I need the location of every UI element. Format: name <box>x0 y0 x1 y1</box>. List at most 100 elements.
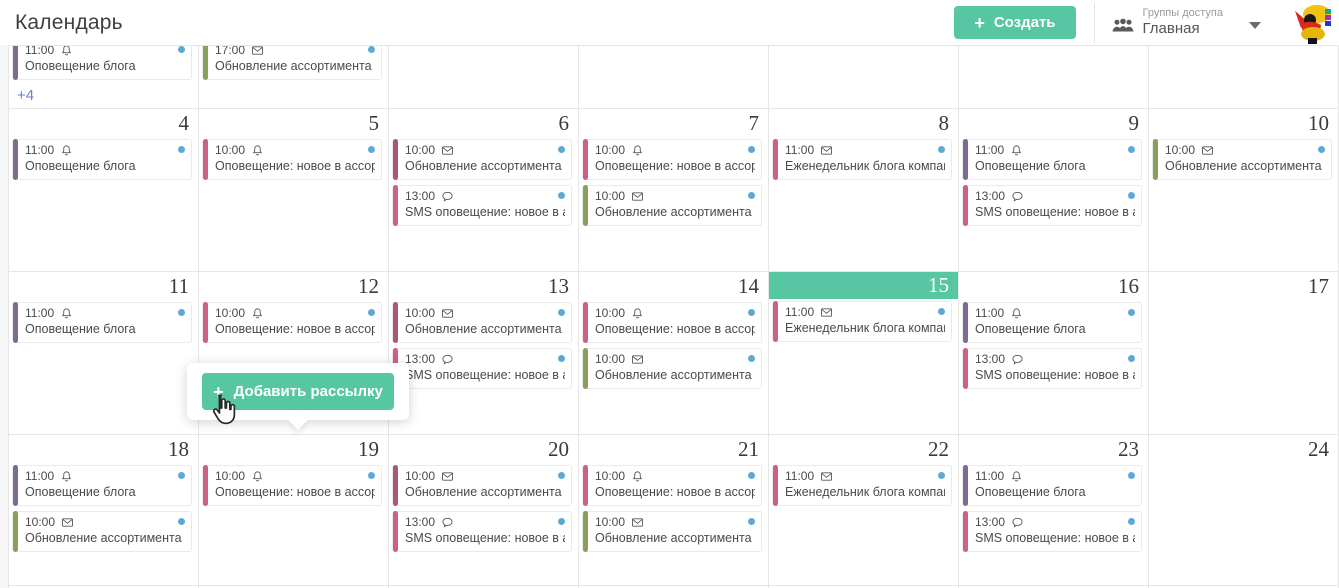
event-card[interactable]: 13:00 SMS оповещение: новое в ассор <box>392 185 572 226</box>
avatar[interactable] <box>1289 1 1333 45</box>
day-cell[interactable] <box>579 46 769 109</box>
event-card[interactable]: 10:00 Оповещение: новое в ассортим <box>202 139 382 180</box>
event-color-bar <box>13 465 18 506</box>
event-card[interactable]: 10:00 Оповещение: новое в ассортим <box>582 139 762 180</box>
events-list: 10:00 Обновление ассортимента 13:00 SMS опо… <box>389 300 578 389</box>
day-number: 9 <box>1128 111 1140 135</box>
day-cell[interactable]: 19 10:00 Оповещение: новое в ассортим <box>199 435 389 586</box>
page-title: Календарь <box>15 10 123 34</box>
event-color-bar <box>963 185 968 226</box>
day-cell[interactable]: 4 11:00 Оповещение блога <box>9 109 199 272</box>
event-card[interactable]: 10:00 Обновление ассортимента <box>392 302 572 343</box>
event-card[interactable]: 10:00 Обновление ассортимента SQL <box>1152 139 1332 180</box>
day-cell-clipped[interactable] <box>389 586 579 588</box>
event-time-row: 13:00 <box>975 515 1135 530</box>
day-cell[interactable]: 15 11:00 Еженедельник блога компании <box>769 272 959 435</box>
day-cell[interactable]: 5 10:00 Оповещение: новое в ассортим <box>199 109 389 272</box>
day-cell-clipped[interactable] <box>769 586 959 588</box>
day-cell[interactable]: 16 11:00 Оповещение блога 13:00 SMS оповещен… <box>959 272 1149 435</box>
event-card[interactable]: 11:00 Оповещение блога <box>12 465 192 506</box>
event-color-bar <box>203 46 208 80</box>
event-title: Обновление ассортимента SQL <box>215 59 375 73</box>
event-card[interactable]: 10:00 Обновление ассортимента SQL <box>582 348 762 389</box>
day-cell[interactable]: 23 11:00 Оповещение блога 13:00 SMS оповещен… <box>959 435 1149 586</box>
event-card[interactable]: 11:00 Оповещение блога <box>962 302 1142 343</box>
chat-icon <box>441 353 454 366</box>
event-time: 10:00 <box>595 306 626 320</box>
top-bar-right: + Создать Группы доступа Главная <box>954 0 1339 45</box>
event-card[interactable]: 13:00 SMS оповещение: новое в ассор <box>392 511 572 552</box>
event-card[interactable]: 10:00 Обновление ассортимента SQL <box>12 511 192 552</box>
event-color-bar <box>13 511 18 552</box>
day-cell[interactable]: 20 10:00 Обновление ассортимента 13:00 SMS о… <box>389 435 579 586</box>
event-time-row: 10:00 <box>215 469 375 484</box>
day-cell[interactable]: 22 11:00 Еженедельник блога компании <box>769 435 959 586</box>
event-card[interactable]: 11:00 Еженедельник блога компании <box>772 465 952 506</box>
event-card[interactable]: 11:00 Еженедельник блога компании <box>772 139 952 180</box>
event-card[interactable]: 17:00 Обновление ассортимента SQL <box>202 46 382 80</box>
event-card[interactable]: 10:00 Обновление ассортимента <box>392 465 572 506</box>
day-cell-clipped[interactable] <box>9 586 199 588</box>
event-color-bar <box>963 465 968 506</box>
event-time: 11:00 <box>25 306 55 320</box>
status-dot <box>748 518 755 525</box>
day-cell[interactable] <box>959 46 1149 109</box>
event-card[interactable]: 11:00 Оповещение блога <box>12 46 192 80</box>
day-cell[interactable]: 18 11:00 Оповещение блога 10:00 Обновление а… <box>9 435 199 586</box>
event-card[interactable]: 10:00 Оповещение: новое в ассортим <box>582 302 762 343</box>
event-card[interactable]: 11:00 Оповещение блога <box>962 465 1142 506</box>
event-card[interactable]: 13:00 SMS оповещение: новое в ассор <box>392 348 572 389</box>
day-cell[interactable]: 8 11:00 Еженедельник блога компании <box>769 109 959 272</box>
status-dot <box>938 308 945 315</box>
day-cell[interactable]: 11 11:00 Оповещение блога <box>9 272 199 435</box>
day-cell[interactable] <box>389 46 579 109</box>
event-color-bar <box>13 46 18 80</box>
event-title: Оповещение: новое в ассортим <box>595 322 755 336</box>
day-cell[interactable]: 13 10:00 Обновление ассортимента 13:00 SMS о… <box>389 272 579 435</box>
event-card[interactable]: 11:00 Еженедельник блога компании <box>772 301 952 342</box>
events-list: 11:00 Оповещение блога <box>9 46 198 80</box>
event-card[interactable]: 13:00 SMS оповещение: новое в ассор <box>962 185 1142 226</box>
event-card[interactable]: 10:00 Обновление ассортимента SQL <box>582 511 762 552</box>
day-cell[interactable]: 17 <box>1149 272 1339 435</box>
more-events-link[interactable]: +4 <box>17 87 35 104</box>
day-cell[interactable] <box>769 46 959 109</box>
event-card[interactable]: 10:00 Обновление ассортимента <box>392 139 572 180</box>
event-time: 10:00 <box>595 469 626 483</box>
event-card[interactable]: 10:00 Оповещение: новое в ассортим <box>582 465 762 506</box>
event-card[interactable]: 13:00 SMS оповещение: новое в ассор <box>962 511 1142 552</box>
event-title: Еженедельник блога компании <box>785 485 945 499</box>
status-dot <box>178 518 185 525</box>
event-card[interactable]: 10:00 Оповещение: новое в ассортим <box>202 465 382 506</box>
day-cell-clipped[interactable] <box>579 586 769 588</box>
day-number: 24 <box>1308 437 1329 461</box>
day-cell[interactable]: 17:00 Обновление ассортимента SQL <box>199 46 389 109</box>
chat-icon <box>1011 190 1024 203</box>
event-color-bar <box>583 348 588 389</box>
access-groups-selector[interactable]: Группы доступа Главная <box>1095 7 1283 38</box>
event-title: Еженедельник блога компании <box>785 159 945 173</box>
add-mailing-button[interactable]: + Добавить рассылку <box>202 373 394 410</box>
event-card[interactable]: 11:00 Оповещение блога <box>962 139 1142 180</box>
day-cell[interactable]: 7 10:00 Оповещение: новое в ассортим 10:00 О… <box>579 109 769 272</box>
event-card[interactable]: 10:00 Оповещение: новое в ассортим <box>202 302 382 343</box>
create-button[interactable]: + Создать <box>954 6 1076 39</box>
event-card[interactable]: 13:00 SMS оповещение: новое в ассор <box>962 348 1142 389</box>
event-color-bar <box>203 302 208 343</box>
day-cell-clipped[interactable] <box>959 586 1149 588</box>
event-card[interactable]: 11:00 Оповещение блога <box>12 139 192 180</box>
day-cell[interactable]: 6 10:00 Обновление ассортимента 13:00 SMS оп… <box>389 109 579 272</box>
day-cell[interactable] <box>1149 46 1339 109</box>
event-card[interactable]: 10:00 Обновление ассортимента SQL <box>582 185 762 226</box>
day-cell[interactable]: 11:00 Оповещение блога +4 <box>9 46 199 109</box>
event-color-bar <box>13 302 18 343</box>
day-cell[interactable]: 24 <box>1149 435 1339 586</box>
event-color-bar <box>963 302 968 343</box>
event-card[interactable]: 11:00 Оповещение блога <box>12 302 192 343</box>
status-dot <box>938 472 945 479</box>
day-cell[interactable]: 9 11:00 Оповещение блога 13:00 SMS оповещени… <box>959 109 1149 272</box>
day-cell[interactable]: 10 10:00 Обновление ассортимента SQL <box>1149 109 1339 272</box>
day-cell-clipped[interactable] <box>199 586 389 588</box>
